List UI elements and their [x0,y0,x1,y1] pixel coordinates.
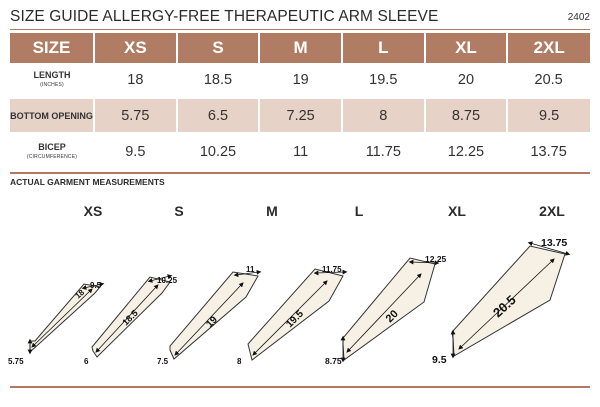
length-arrow [252,280,328,356]
diagram-size-label-2xl: 2XL [539,203,565,219]
table-cell: 18 [127,71,144,88]
opening-label: 9.5 [432,354,447,366]
row-label-text: BICEP [38,141,66,152]
diagram-size-label-xs: XS [83,203,103,219]
bicep-arrow [527,241,571,256]
row-sublabel: (CIRCUMFERENCE) [26,153,78,160]
measurements-heading: ACTUAL GARMENT MEASUREMENTS [10,177,165,187]
header-rule [10,29,590,30]
table-row-bottom-opening: BOTTOM OPENING 5.75 6.5 7.25 8 8.75 9.5 [10,96,590,135]
table-cell: 9.5 [125,143,146,160]
size-header-xl: XL [424,33,509,63]
table-cell: 19.5 [369,71,398,88]
bicep-arrow [408,259,440,266]
length-arrow [458,258,555,350]
diagram-size-label-l: L [354,203,364,219]
size-header-2xl: 2XL [507,33,590,63]
table-cell: 13.75 [530,143,567,160]
footer-rule [10,386,590,388]
product-code: 2402 [567,12,590,23]
sleeve-xl: 20 12.25 8.75 [325,254,447,366]
sleeve-m: 19 11 7.5 [157,265,262,366]
bicep-arrow [233,269,262,278]
size-table: SIZE XS S M L XL 2XL LENGTH (INCHES) 18 … [10,33,590,168]
table-cell: 5.75 [94,96,178,135]
length-arrow [95,284,159,353]
size-header-cell: SIZE [10,33,95,63]
bicep-label: 9.5 [90,281,102,290]
opening-label: 8 [237,357,242,366]
diagram-size-label-s: S [174,203,184,219]
row-label-bicep: BICEP (CIRCUMFERENCE) [10,134,94,169]
sleeve-2xl: 20.5 13.75 9.5 [432,237,571,366]
length-arrow [346,273,422,353]
table-cell: 11 [293,143,309,160]
table-cell: 8.75 [424,96,509,135]
table-cell: 6.5 [176,96,261,135]
bicep-arrow [147,274,173,283]
sleeve-outline [29,283,101,354]
diagram-size-label-xl: XL [448,203,466,219]
length-arrow [31,288,93,348]
sleeve-diagram: 18 9.5 5.75 18.5 10.25 6 19 11 7.5 19.5 … [8,237,571,366]
size-header-l: L [341,33,426,63]
bicep-label: 11.75 [322,265,342,274]
table-cell: 11.75 [365,143,401,160]
table-cell: 12.25 [447,143,485,160]
table-cell: 20 [457,71,475,88]
section-divider [10,172,590,174]
size-header-xs: XS [94,33,178,63]
table-cell: 9.5 [507,96,590,135]
size-header-row: SIZE XS S M L XL 2XL [10,33,590,63]
table-cell: 20.5 [534,71,563,88]
opening-label: 8.75 [325,356,342,366]
sleeve-outline [342,257,436,361]
bicep-arrow [313,269,348,276]
row-label-text: BOTTOM OPENING [10,110,93,121]
length-arrow [174,282,244,356]
table-cell: 18.5 [203,71,233,88]
row-label-bottom-opening: BOTTOM OPENING [10,96,95,135]
page-title: SIZE GUIDE ALLERGY-FREE THERAPEUTIC ARM … [10,8,439,25]
size-header-s: S [176,33,261,63]
sleeve-xs: 18 9.5 5.75 [8,281,105,366]
table-cell: 19 [292,71,309,88]
size-header-m: M [259,33,343,63]
table-cell: 7.25 [259,96,343,135]
table-row-length: LENGTH (INCHES) 18 18.5 19 19.5 20 20.5 [10,63,590,98]
opening-label: 7.5 [157,357,169,366]
opening-label: 6 [84,357,89,366]
opening-label: 5.75 [8,357,24,366]
table-cell: 10.25 [199,143,237,160]
table-row-bicep: BICEP (CIRCUMFERENCE) 9.5 10.25 11 11.75… [10,134,590,169]
bicep-label: 13.75 [541,237,567,249]
diagram-size-label-m: M [266,203,278,219]
bicep-label: 10.25 [157,276,178,285]
bicep-label: 11 [246,265,255,274]
bicep-label: 12.25 [425,254,447,264]
row-sublabel: (INCHES) [40,81,64,88]
sleeve-s: 18.5 10.25 6 [84,274,178,366]
table-cell: 8 [341,96,426,135]
row-label-length: LENGTH (INCHES) [10,63,94,98]
row-label-text: LENGTH [33,69,71,80]
